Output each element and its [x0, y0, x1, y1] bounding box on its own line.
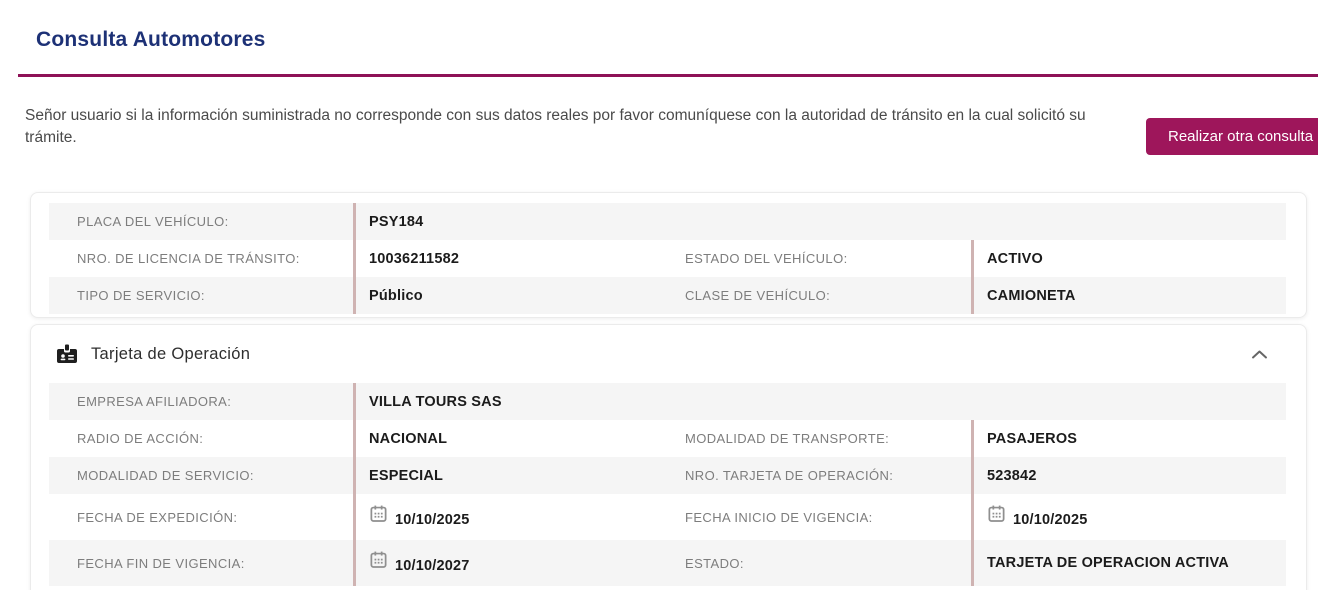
nro-tarjeta-value: 523842 [971, 457, 1286, 494]
table-row: PLACA DEL VEHÍCULO: PSY184 [49, 203, 1286, 240]
calendar-icon [370, 551, 387, 568]
calendar-icon [988, 505, 1005, 522]
notice-text: Señor usuario si la información suminist… [25, 107, 1086, 147]
estado-vehiculo-label: ESTADO DEL VEHÍCULO: [685, 251, 848, 266]
empresa-value: VILLA TOURS SAS [353, 383, 1286, 420]
realizar-otra-consulta-button[interactable]: Realizar otra consulta [1146, 118, 1318, 155]
radio-accion-label: RADIO DE ACCIÓN: [77, 431, 204, 446]
radio-accion-value: NACIONAL [353, 420, 673, 457]
clase-vehiculo-label: CLASE DE VEHÍCULO: [685, 288, 831, 303]
section-title: Tarjeta de Operación [91, 344, 251, 363]
id-badge-icon [55, 342, 79, 366]
fecha-expedicion-value: 10/10/2025 [353, 494, 673, 540]
estado-tarjeta-value: TARJETA DE OPERACION ACTIVA [971, 540, 1286, 586]
empresa-label: EMPRESA AFILIADORA: [77, 394, 232, 409]
tipo-servicio-label: TIPO DE SERVICIO: [77, 288, 205, 303]
estado-vehiculo-value: ACTIVO [971, 240, 1286, 277]
table-row: TIPO DE SERVICIO: Público CLASE DE VEHÍC… [49, 277, 1286, 314]
title-divider [18, 74, 1318, 77]
calendar-icon [370, 505, 387, 522]
table-row: FECHA FIN DE VIGENCIA: 10/10/2027 [49, 540, 1286, 586]
tarjeta-operacion-header[interactable]: Tarjeta de Operación [49, 325, 1286, 383]
fecha-fin-label: FECHA FIN DE VIGENCIA: [77, 555, 245, 571]
page-title: Consulta Automotores [36, 28, 266, 51]
chevron-up-icon[interactable] [1251, 349, 1268, 360]
nro-tarjeta-label: NRO. TARJETA DE OPERACIÓN: [685, 468, 894, 483]
table-row: RADIO DE ACCIÓN: NACIONAL MODALIDAD DE T… [49, 420, 1286, 457]
table-row: MODALIDAD DE SERVICIO: ESPECIAL NRO. TAR… [49, 457, 1286, 494]
estado-tarjeta-label: ESTADO: [685, 555, 744, 571]
tarjeta-operacion-card: Tarjeta de Operación EMPRESA AFILIADORA:… [30, 324, 1307, 590]
table-row: NRO. DE LICENCIA DE TRÁNSITO: 1003621158… [49, 240, 1286, 277]
placa-label: PLACA DEL VEHÍCULO: [77, 214, 229, 229]
licencia-label: NRO. DE LICENCIA DE TRÁNSITO: [77, 251, 300, 266]
fecha-inicio-value: 10/10/2025 [971, 494, 1286, 540]
tipo-servicio-value: Público [353, 277, 673, 314]
clase-vehiculo-value: CAMIONETA [971, 277, 1286, 314]
licencia-value: 10036211582 [353, 240, 673, 277]
fecha-expedicion-label: FECHA DE EXPEDICIÓN: [77, 509, 238, 525]
modalidad-servicio-label: MODALIDAD DE SERVICIO: [77, 468, 254, 483]
placa-value: PSY184 [353, 203, 1286, 240]
fecha-inicio-label: FECHA INICIO DE VIGENCIA: [685, 509, 873, 525]
table-row: EMPRESA AFILIADORA: VILLA TOURS SAS [49, 383, 1286, 420]
modalidad-transporte-label: MODALIDAD DE TRANSPORTE: [685, 431, 890, 446]
modalidad-servicio-value: ESPECIAL [353, 457, 673, 494]
modalidad-transporte-value: PASAJEROS [971, 420, 1286, 457]
table-row: FECHA DE EXPEDICIÓN: 10/10/2025 [49, 494, 1286, 540]
vehicle-summary-card: PLACA DEL VEHÍCULO: PSY184 NRO. DE LICEN… [30, 192, 1307, 318]
fecha-fin-value: 10/10/2027 [353, 540, 673, 586]
